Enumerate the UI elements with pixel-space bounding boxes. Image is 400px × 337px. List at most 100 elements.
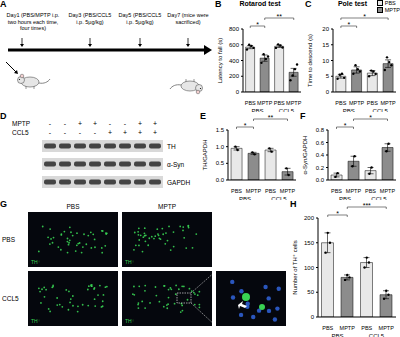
svg-text:+: + [153, 129, 157, 136]
svg-text:CCL5: CCL5 [373, 108, 389, 112]
svg-text:15: 15 [322, 42, 329, 48]
svg-text:50: 50 [307, 289, 314, 295]
svg-text:*: * [369, 114, 372, 121]
svg-text:20: 20 [322, 26, 329, 32]
svg-text:1.0: 1.0 [216, 144, 225, 150]
svg-text:**: ** [277, 13, 283, 20]
svg-text:Latency to fall (s): Latency to fall (s) [217, 38, 223, 84]
svg-text:5: 5 [326, 73, 330, 79]
svg-text:Number of TH⁺ cells: Number of TH⁺ cells [292, 240, 298, 294]
svg-text:TH: TH [167, 143, 176, 150]
svg-text:MPTP: MPTP [286, 100, 302, 106]
svg-text:MPTP: MPTP [379, 325, 392, 331]
svg-text:MPTP: MPTP [340, 325, 356, 331]
svg-text:PBS: PBS [339, 196, 351, 200]
svg-text:TH⁺: TH⁺ [31, 259, 41, 265]
svg-text:-: - [64, 129, 67, 136]
html-text:Day1 (PBS/MPTP i.p. two hours: Day1 (PBS/MPTP i.p. two hours each time,… [6, 12, 60, 31]
svg-text:MPTP: MPTP [349, 100, 365, 106]
svg-text:+: + [78, 120, 82, 127]
svg-text:PBS: PBS [231, 188, 242, 194]
svg-text:PBS: PBS [322, 325, 333, 331]
svg-text:MPTP: MPTP [380, 100, 392, 106]
svg-text:+: + [138, 129, 142, 136]
svg-text:TH⁺: TH⁺ [31, 318, 41, 324]
svg-text:PBS: PBS [361, 325, 372, 331]
svg-text:+: + [108, 129, 112, 136]
svg-text:MPTP: MPTP [12, 120, 30, 127]
svg-text:10: 10 [322, 58, 329, 64]
svg-text:0.8: 0.8 [316, 127, 325, 133]
svg-text:PBS: PBS [265, 188, 276, 194]
svg-text:MPTP: MPTP [280, 188, 296, 194]
svg-text:PBS: PBS [335, 100, 346, 106]
svg-text:PBS: PBS [66, 203, 80, 210]
svg-text:-: - [94, 129, 97, 136]
svg-text:PBS: PBS [367, 100, 378, 106]
svg-text:200: 200 [229, 73, 240, 79]
svg-text:0.4: 0.4 [316, 152, 325, 158]
svg-text:*: * [256, 21, 259, 28]
svg-text:-: - [49, 129, 52, 136]
svg-text:*: * [344, 122, 347, 129]
svg-text:PBS: PBS [365, 188, 376, 194]
svg-text:150: 150 [304, 240, 315, 246]
svg-text:0.2: 0.2 [316, 165, 325, 171]
svg-text:PBS: PBS [274, 100, 285, 106]
svg-text:***: *** [363, 202, 371, 209]
svg-text:PBS: PBS [331, 188, 342, 194]
svg-text:TH/GAPDH: TH/GAPDH [202, 139, 208, 170]
svg-text:0: 0 [311, 314, 315, 320]
svg-text:0.5: 0.5 [216, 160, 225, 166]
svg-text:MPTP: MPTP [380, 188, 392, 194]
svg-text:*: * [347, 21, 350, 28]
svg-text:CCL5: CCL5 [271, 196, 287, 200]
svg-text:*: * [363, 13, 366, 20]
svg-text:PBS: PBS [331, 333, 343, 337]
svg-text:MPTP: MPTP [246, 188, 262, 194]
svg-text:CCL5: CCL5 [8, 295, 19, 302]
svg-text:α-Syn: α-Syn [167, 161, 185, 169]
svg-text:-: - [109, 120, 112, 127]
svg-text:100: 100 [304, 265, 315, 271]
svg-text:+: + [93, 120, 97, 127]
svg-text:PBS: PBS [245, 100, 256, 106]
svg-text:1.5: 1.5 [216, 127, 225, 133]
svg-text:0.0: 0.0 [316, 177, 325, 183]
svg-text:PBS: PBS [239, 196, 251, 200]
svg-text:0: 0 [326, 89, 330, 95]
svg-text:-: - [79, 129, 82, 136]
svg-text:0.0: 0.0 [216, 177, 225, 183]
svg-text:800: 800 [229, 26, 240, 32]
svg-text:+: + [123, 129, 127, 136]
svg-text:MPTP: MPTP [346, 188, 362, 194]
svg-text:+: + [153, 120, 157, 127]
svg-text:CCL5: CCL5 [371, 196, 387, 200]
svg-text:200: 200 [304, 215, 315, 221]
svg-text:Time to descend (s): Time to descend (s) [307, 34, 313, 87]
svg-text:-: - [124, 120, 127, 127]
svg-text:+: + [138, 120, 142, 127]
svg-text:α-Syn/GAPDH: α-Syn/GAPDH [302, 136, 308, 175]
svg-text:CCL5: CCL5 [279, 108, 295, 112]
svg-text:CCL5: CCL5 [369, 333, 385, 337]
html-text:Day3 (PBS/CCL5 i.p. 5μg/kg): Day3 (PBS/CCL5 i.p. 5μg/kg) [68, 12, 112, 25]
svg-text:TH⁺: TH⁺ [125, 259, 135, 265]
svg-text:0.6: 0.6 [316, 140, 325, 146]
svg-text:CCL5: CCL5 [12, 129, 29, 136]
svg-text:MPTP: MPTP [257, 100, 273, 106]
svg-text:GAPDH: GAPDH [167, 179, 190, 186]
svg-text:PBS: PBS [8, 236, 16, 243]
svg-text:MPTP: MPTP [158, 203, 176, 210]
svg-text:400: 400 [229, 58, 240, 64]
svg-text:PBS: PBS [251, 108, 263, 112]
svg-text:0: 0 [236, 89, 240, 95]
svg-text:-: - [49, 120, 52, 127]
svg-text:-: - [64, 120, 67, 127]
svg-text:**: ** [268, 114, 274, 121]
svg-text:*: * [336, 210, 339, 217]
svg-text:600: 600 [229, 42, 240, 48]
svg-text:TH⁺: TH⁺ [125, 318, 135, 324]
svg-text:*: * [244, 122, 247, 129]
svg-text:PBS: PBS [343, 108, 355, 112]
